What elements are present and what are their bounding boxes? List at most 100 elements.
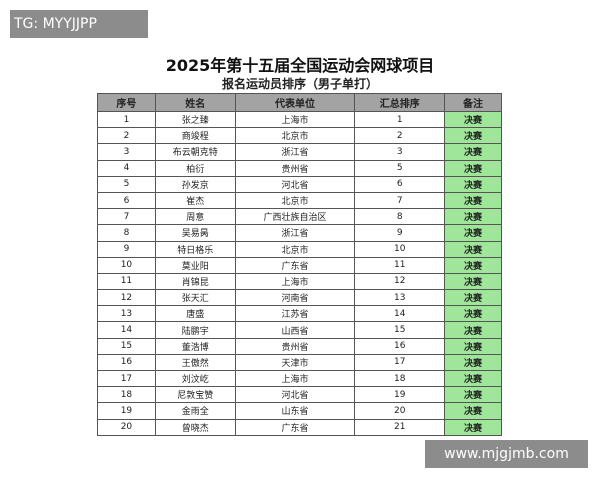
cell: 19 <box>354 386 446 404</box>
cell: 天津市 <box>234 353 356 372</box>
cell: 决赛 <box>444 289 502 307</box>
cell: 决赛 <box>444 305 502 323</box>
cell: 12 <box>97 289 156 307</box>
cell: 3 <box>97 143 156 161</box>
table-row: 14 陆鹏宇 山西省 15 决赛 <box>97 321 502 339</box>
cell: 14 <box>354 305 446 323</box>
cell: 11 <box>97 272 156 291</box>
cell: 决赛 <box>444 191 502 210</box>
ranking-table: 序号 姓名 代表单位 汇总排序 备注 1 张之臻 上海市 1 决赛 2 商竣程 北京市 2 决赛 3 布云朝克… <box>97 93 502 436</box>
cell: 孙发京 <box>154 175 236 193</box>
cell: 决赛 <box>444 272 502 291</box>
cell: 6 <box>354 175 446 193</box>
cell: 上海市 <box>234 272 356 291</box>
cell: 决赛 <box>444 159 502 177</box>
header-row: 序号 姓名 代表单位 汇总排序 备注 <box>97 93 502 112</box>
cell: 商竣程 <box>154 127 236 145</box>
cell: 特日格乐 <box>154 240 236 258</box>
cell: 决赛 <box>444 418 502 436</box>
cell: 张天汇 <box>154 289 236 307</box>
cell: 8 <box>97 224 156 242</box>
cell: 21 <box>354 418 446 436</box>
cell: 董浩博 <box>154 337 236 355</box>
cell: 10 <box>354 240 446 258</box>
cell: 北京市 <box>234 127 356 145</box>
cell: 9 <box>97 240 156 258</box>
table-row: 9 特日格乐 北京市 10 决赛 <box>97 240 502 258</box>
cell: 14 <box>97 321 156 339</box>
table-row: 16 王傲然 天津市 17 决赛 <box>97 353 502 372</box>
cell: 1 <box>354 110 446 129</box>
table-row: 6 崔杰 北京市 7 决赛 <box>97 191 502 210</box>
cell: 18 <box>97 386 156 404</box>
table-row: 19 金雨全 山东省 20 决赛 <box>97 402 502 420</box>
cell: 15 <box>354 321 446 339</box>
cell: 17 <box>354 353 446 372</box>
cell: 决赛 <box>444 208 502 226</box>
table-row: 4 柏衍 贵州省 5 决赛 <box>97 159 502 177</box>
cell: 13 <box>97 305 156 323</box>
cell: 北京市 <box>234 240 356 258</box>
cell: 16 <box>354 337 446 355</box>
cell: 7 <box>97 208 156 226</box>
cell: 江苏省 <box>234 305 356 323</box>
cell: 山东省 <box>234 402 356 420</box>
cell: 3 <box>354 143 446 161</box>
subtitle: 报名运动员排序（男子单打） <box>221 77 378 91</box>
cell: 9 <box>354 224 446 242</box>
cell: 15 <box>97 337 156 355</box>
cell: 浙江省 <box>234 143 356 161</box>
cell: 1 <box>97 110 156 129</box>
cell: 广西壮族自治区 <box>234 208 356 226</box>
cell: 决赛 <box>444 386 502 404</box>
cell: 上海市 <box>234 110 356 129</box>
table-row: 12 张天汇 河南省 13 决赛 <box>97 289 502 307</box>
cell: 18 <box>354 369 446 388</box>
cell: 决赛 <box>444 240 502 258</box>
table-row: 8 吴易昺 浙江省 9 决赛 <box>97 224 502 242</box>
column-header: 代表单位 <box>234 93 356 112</box>
cell: 河北省 <box>234 386 356 404</box>
watermark: www.mjgjmb.com <box>425 440 588 468</box>
cell: 决赛 <box>444 143 502 161</box>
cell: 12 <box>354 272 446 291</box>
cell: 浙江省 <box>234 224 356 242</box>
cell: 决赛 <box>444 369 502 388</box>
cell: 11 <box>354 256 446 274</box>
cell: 周意 <box>154 208 236 226</box>
cell: 10 <box>97 256 156 274</box>
cell: 决赛 <box>444 127 502 145</box>
cell: 布云朝克特 <box>154 143 236 161</box>
cell: 肖锦昆 <box>154 272 236 291</box>
cell: 莫业阳 <box>154 256 236 274</box>
cell: 7 <box>354 191 446 210</box>
table-row: 3 布云朝克特 浙江省 3 决赛 <box>97 143 502 161</box>
cell: 决赛 <box>444 353 502 372</box>
cell: 柏衍 <box>154 159 236 177</box>
cell: 8 <box>354 208 446 226</box>
cell: 吴易昺 <box>154 224 236 242</box>
cell: 5 <box>97 175 156 193</box>
cell: 19 <box>97 402 156 420</box>
cell: 决赛 <box>444 256 502 274</box>
cell: 崔杰 <box>154 191 236 210</box>
cell: 河北省 <box>234 175 356 193</box>
table-row: 11 肖锦昆 上海市 12 决赛 <box>97 272 502 291</box>
title: 2025年第十五届全国运动会网球项目 <box>165 56 435 75</box>
table-row: 2 商竣程 北京市 2 决赛 <box>97 127 502 145</box>
cell: 尼敦宝赞 <box>154 386 236 404</box>
cell: 决赛 <box>444 402 502 420</box>
cell: 北京市 <box>234 191 356 210</box>
cell: 16 <box>97 353 156 372</box>
table-row: 5 孙发京 河北省 6 决赛 <box>97 175 502 193</box>
cell: 17 <box>97 369 156 388</box>
cell: 决赛 <box>444 175 502 193</box>
table-row: 20 曾晓杰 广东省 21 决赛 <box>97 418 502 436</box>
cell: 金雨全 <box>154 402 236 420</box>
column-header: 姓名 <box>154 93 236 112</box>
cell: 贵州省 <box>234 337 356 355</box>
cell: 13 <box>354 289 446 307</box>
cell: 2 <box>97 127 156 145</box>
table-row: 13 唐盛 江苏省 14 决赛 <box>97 305 502 323</box>
